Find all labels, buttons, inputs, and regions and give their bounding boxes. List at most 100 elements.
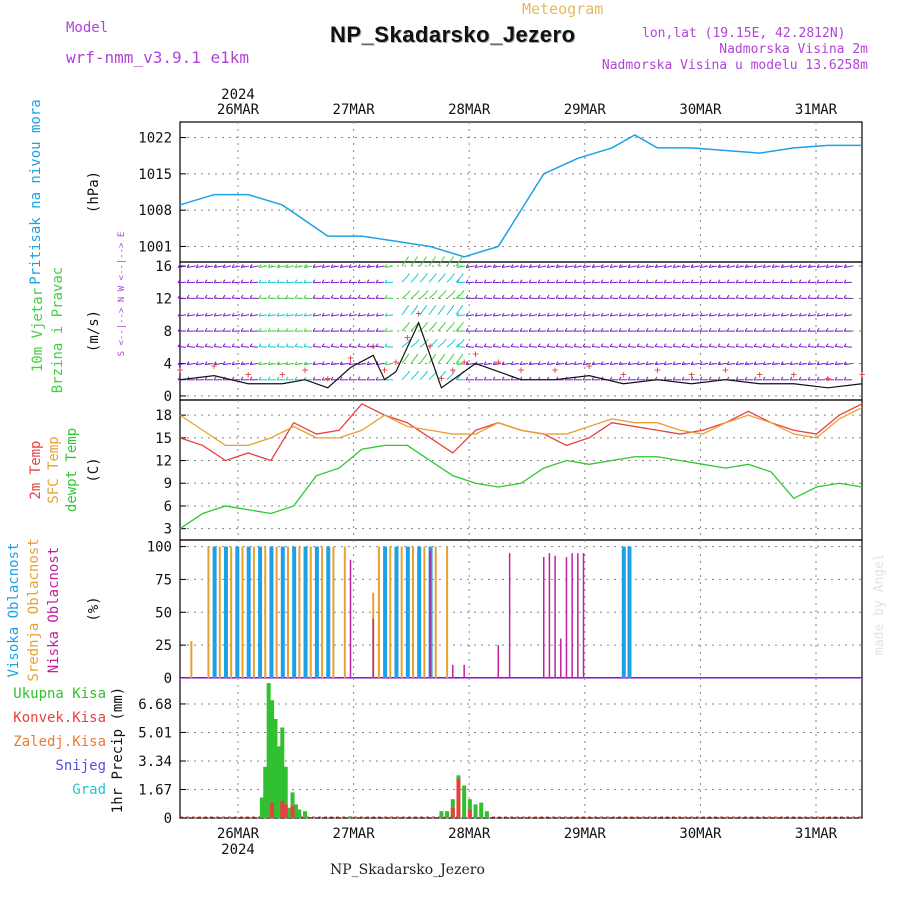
wind-barb-flag	[312, 294, 316, 299]
wind-barb-flag	[744, 312, 748, 317]
wind-barb-flag	[564, 279, 568, 283]
wind-barb	[528, 346, 538, 348]
wind-barb-flag	[834, 312, 838, 317]
wind-barb-flag	[312, 376, 316, 381]
precip-conv-bar	[467, 809, 472, 818]
wind-barb-flag	[501, 312, 505, 317]
wind-barb	[790, 362, 799, 366]
wind-barb-flag	[843, 361, 847, 365]
wind-barb	[357, 346, 367, 348]
wind-barb	[367, 362, 376, 366]
wind-barb	[717, 346, 727, 348]
wind-barb	[410, 373, 417, 381]
wind-barb	[277, 362, 286, 366]
wind-barb	[772, 362, 781, 366]
wind-barb-flag	[834, 264, 838, 268]
wind-barb	[601, 362, 610, 366]
wind-barb-flag	[366, 264, 370, 268]
wind-barb-flag	[519, 312, 523, 317]
wind-barb-flag	[726, 294, 730, 299]
wind-barb	[446, 373, 453, 381]
wind-barb	[511, 314, 520, 317]
y-tick-label: 6.68	[138, 697, 172, 713]
wind-barb-flag	[451, 353, 455, 358]
wind-barb	[709, 362, 718, 366]
wind-barb-flag	[456, 343, 460, 347]
wind-barb	[709, 265, 718, 268]
wind-barb-flag	[222, 343, 226, 347]
wind-barb-flag	[591, 328, 595, 332]
wind-barb-flag	[285, 312, 289, 317]
wind-barb	[455, 356, 462, 364]
wind-barb-flag	[204, 343, 208, 347]
wind-barb	[410, 259, 416, 267]
wind-barb-flag	[339, 376, 343, 381]
wind-barb-flag	[276, 312, 280, 317]
wind-barb-flag	[645, 376, 649, 381]
wind-barb	[781, 265, 790, 268]
wind-gust-marker: +	[790, 368, 797, 381]
wind-barb-flag	[654, 343, 658, 347]
wind-barb	[646, 314, 655, 317]
wind-barb-flag	[825, 279, 829, 283]
wind-barb	[205, 265, 214, 268]
y-tick-label: 4	[164, 356, 172, 372]
wind-barb	[250, 314, 259, 317]
model-label: Model	[66, 20, 109, 36]
wind-barb-flag	[186, 279, 190, 283]
wind-barb-flag	[461, 290, 465, 294]
wind-barb-flag	[546, 328, 550, 332]
wind-barb	[700, 362, 709, 366]
wind-barb	[428, 292, 436, 299]
wind-barb	[295, 314, 304, 317]
wind-barb-flag	[452, 290, 456, 294]
wind-barb-flag	[744, 264, 748, 268]
wind-barb	[250, 265, 259, 268]
wind-barb	[735, 346, 745, 348]
wind-barb-flag	[294, 294, 298, 299]
wind-barb	[691, 362, 700, 366]
wind-barb	[502, 314, 511, 317]
wind-barb-flag	[434, 338, 438, 343]
wind-barb	[727, 265, 736, 268]
wind-barb-flag	[744, 279, 748, 283]
wind-barb	[484, 314, 493, 317]
wind-barb-flag	[461, 338, 465, 343]
wind-barb-flag	[442, 305, 446, 309]
wind-barb-flag	[825, 312, 829, 317]
wind-barb-flag	[591, 294, 595, 299]
wind-barb-flag	[267, 294, 271, 299]
wind-barb-flag	[375, 279, 379, 283]
wind-barb-flag	[771, 294, 775, 299]
wind-barb-flag	[416, 370, 419, 375]
wind-barb	[204, 297, 214, 300]
wind-barb	[304, 265, 313, 268]
wind-barb-flag	[474, 264, 478, 268]
wind-barb-flag	[717, 343, 721, 347]
wind-barb-flag	[690, 376, 694, 381]
precip-conv-bar	[270, 802, 275, 818]
wind-barb	[410, 324, 417, 332]
wind-barb-flag	[240, 294, 244, 299]
wind-barb-flag	[717, 312, 721, 317]
wind-barb-flag	[442, 256, 446, 260]
wind-barb-flag	[222, 264, 226, 268]
wind-barb-flag	[744, 376, 748, 381]
wind-barb-flag	[582, 328, 586, 332]
wind-barb-flag	[330, 294, 334, 299]
wind-barb-flag	[348, 343, 352, 347]
wind-barb-flag	[330, 279, 334, 283]
wind-barb-flag	[510, 312, 514, 317]
wind-barb	[384, 297, 394, 300]
temp-legend-0: 2m Temp	[28, 440, 44, 499]
wind-barb-flag	[690, 264, 694, 268]
wind-barb	[843, 297, 853, 300]
precip-total-bar	[479, 802, 484, 818]
wind-barb-flag	[780, 376, 784, 381]
wind-barb-flag	[555, 294, 559, 299]
wind-barb	[401, 276, 408, 283]
wind-barb-flag	[222, 361, 226, 365]
wind-barb	[385, 362, 394, 366]
wind-barb	[295, 362, 304, 366]
wind-barb-flag	[240, 312, 244, 317]
